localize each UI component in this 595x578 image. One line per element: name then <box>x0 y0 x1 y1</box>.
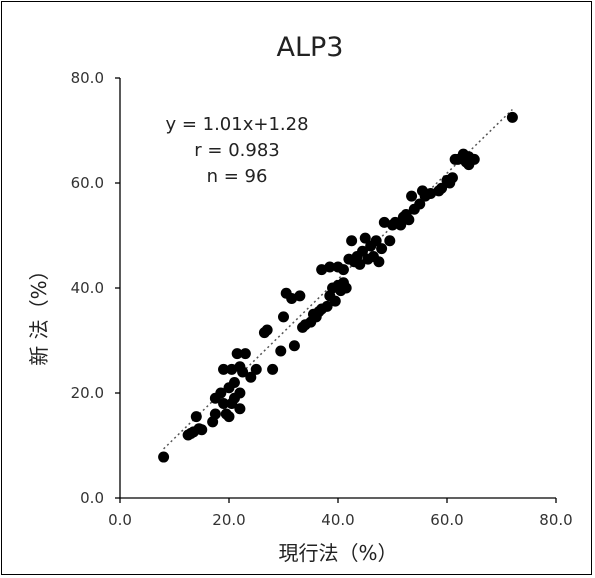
data-point <box>215 387 227 399</box>
data-point <box>446 172 458 184</box>
regression-equation: y = 1.01x+1.28 <box>165 114 308 135</box>
x-tick-label: 60.0 <box>430 511 463 529</box>
data-point <box>209 408 221 420</box>
data-point <box>234 387 246 399</box>
data-point <box>228 377 240 388</box>
y-tick-label: 20.0 <box>71 384 104 402</box>
x-tick-label: 20.0 <box>212 511 245 529</box>
data-point <box>346 235 358 247</box>
data-point <box>275 345 287 357</box>
y-tick-label: 80.0 <box>71 69 104 87</box>
data-point <box>267 363 279 375</box>
x-tick-label: 40.0 <box>321 511 354 529</box>
data-point <box>250 363 262 375</box>
data-point <box>373 256 385 268</box>
data-point <box>223 411 235 423</box>
data-point <box>324 261 336 273</box>
data-point <box>468 153 480 165</box>
correlation-coefficient: r = 0.983 <box>194 140 279 161</box>
data-point <box>357 245 369 257</box>
data-point <box>288 340 300 352</box>
data-point <box>294 290 306 302</box>
data-point <box>239 348 251 360</box>
data-point <box>261 324 273 336</box>
sample-size: n = 96 <box>207 166 268 187</box>
data-point <box>436 182 448 194</box>
data-point <box>237 366 249 378</box>
x-tick-label: 0.0 <box>108 511 132 529</box>
data-point <box>403 214 415 226</box>
y-tick-label: 60.0 <box>71 174 104 192</box>
data-point <box>245 371 257 383</box>
data-point <box>370 235 382 247</box>
x-tick-label: 80.0 <box>539 511 572 529</box>
data-point <box>414 198 426 210</box>
data-point <box>384 235 396 247</box>
data-point <box>354 258 366 270</box>
data-point <box>376 243 388 255</box>
data-point <box>340 282 352 294</box>
y-tick-labels: 0.0 20.0 40.0 60.0 80.0 <box>71 69 104 507</box>
data-point <box>406 190 418 202</box>
x-tick-labels: 0.0 20.0 40.0 60.0 80.0 <box>108 511 573 529</box>
data-point <box>196 424 208 436</box>
data-point <box>359 232 371 244</box>
data-point <box>278 311 289 323</box>
data-point <box>231 348 243 360</box>
axes <box>115 77 557 503</box>
y-axis-label: 新 法（%） <box>27 260 51 365</box>
data-point <box>329 295 341 307</box>
data-point <box>218 363 230 375</box>
data-point <box>506 111 518 123</box>
y-tick-label: 40.0 <box>71 279 104 297</box>
data-point <box>337 264 349 276</box>
chart-title: ALP3 <box>277 32 344 63</box>
x-axis-label: 現行法（%） <box>278 541 397 565</box>
y-tick-label: 0.0 <box>80 489 104 507</box>
data-point <box>158 451 170 463</box>
data-point <box>190 411 202 423</box>
data-point <box>321 300 333 312</box>
data-point <box>218 398 230 409</box>
regression-annotations: y = 1.01x+1.28 r = 0.983 n = 96 <box>165 114 308 187</box>
data-point <box>234 403 246 415</box>
data-points <box>158 111 518 463</box>
